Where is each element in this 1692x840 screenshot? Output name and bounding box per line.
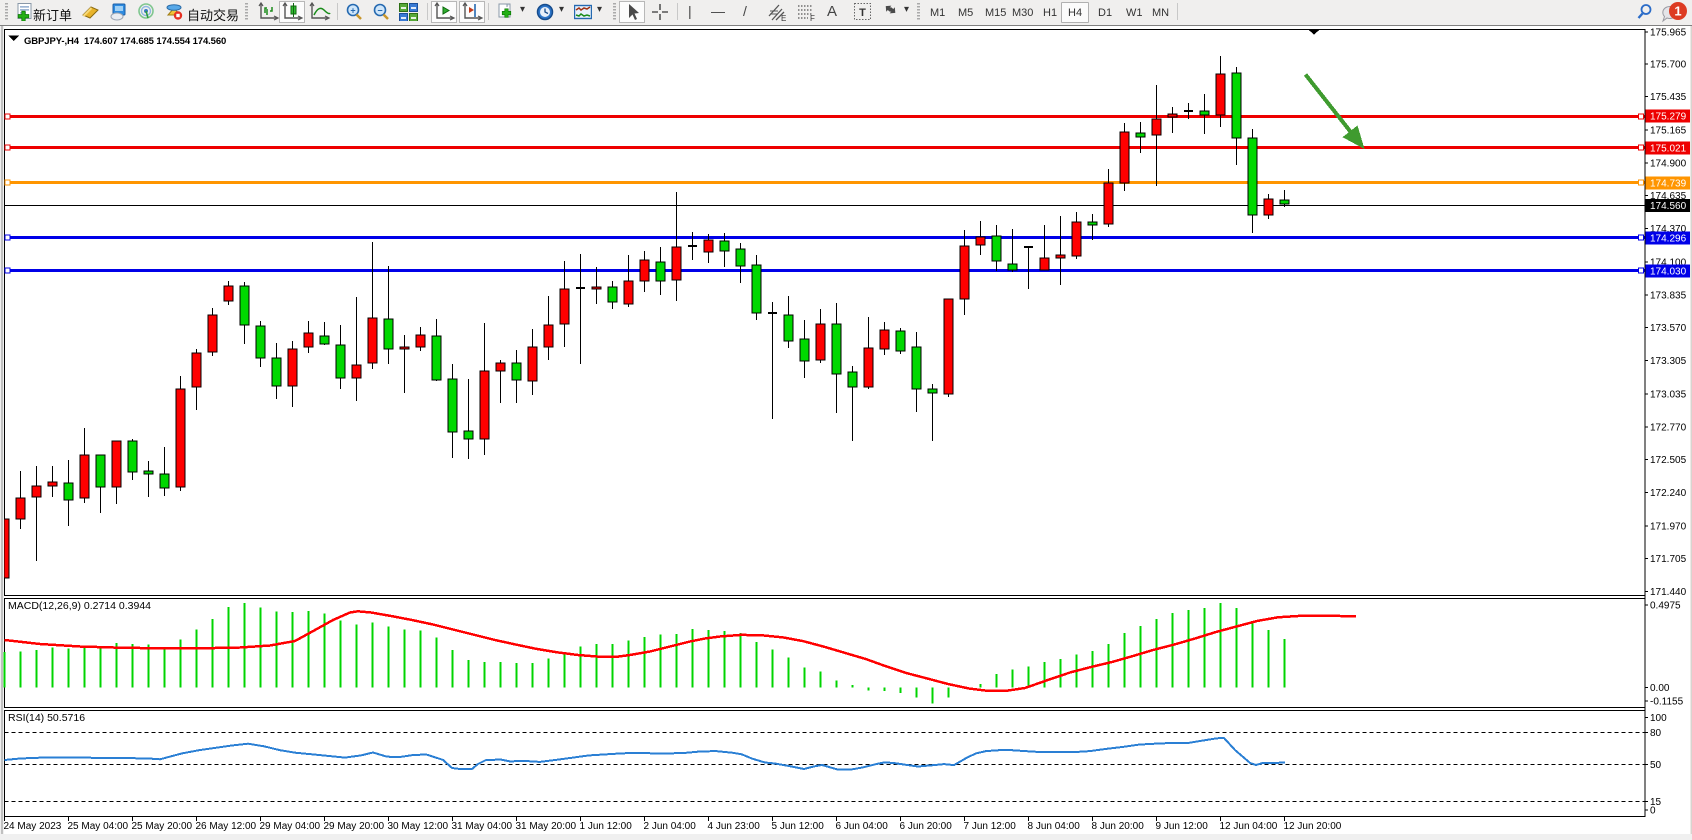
svg-text:25 May 20:00: 25 May 20:00 [132,821,193,832]
svg-text:9 Jun 12:00: 9 Jun 12:00 [1156,821,1209,832]
svg-text:26 May 12:00: 26 May 12:00 [196,821,257,832]
svg-text:174.370: 174.370 [1650,224,1687,235]
svg-text:175.021: 175.021 [1650,144,1687,155]
svg-text:175.700: 175.700 [1650,59,1687,70]
svg-text:−: − [377,6,382,16]
svg-text:4 Jun 23:00: 4 Jun 23:00 [708,821,761,832]
svg-text:24 May 2023: 24 May 2023 [4,821,62,832]
svg-text:100: 100 [1650,713,1667,724]
svg-text:-0.1155: -0.1155 [1650,697,1684,708]
svg-text:1: 1 [1674,4,1681,19]
svg-text:RSI(14) 50.5716: RSI(14) 50.5716 [8,712,85,724]
svg-text:2 Jun 04:00: 2 Jun 04:00 [644,821,697,832]
svg-text:174.100: 174.100 [1650,258,1687,269]
svg-text:6 Jun 20:00: 6 Jun 20:00 [900,821,953,832]
svg-text:29 May 04:00: 29 May 04:00 [260,821,321,832]
svg-text:174.900: 174.900 [1650,158,1687,169]
svg-text:175.165: 175.165 [1650,126,1687,137]
svg-text:175.279: 175.279 [1650,112,1687,123]
svg-text:171.440: 171.440 [1650,587,1687,598]
svg-text:MACD(12,26,9) 0.2714 0.3944: MACD(12,26,9) 0.2714 0.3944 [8,600,151,612]
svg-text:171.970: 171.970 [1650,521,1687,532]
svg-text:174.635: 174.635 [1650,191,1687,202]
svg-text:E: E [781,14,786,22]
svg-text:173.305: 173.305 [1650,356,1687,367]
svg-text:15: 15 [1650,797,1662,808]
svg-text:172.505: 172.505 [1650,455,1687,466]
svg-text:7 Jun 12:00: 7 Jun 12:00 [964,821,1017,832]
svg-text:F: F [810,14,815,22]
svg-text:30 May 12:00: 30 May 12:00 [388,821,449,832]
svg-text:0.4975: 0.4975 [1650,601,1681,612]
svg-text:50: 50 [1650,760,1662,771]
svg-text:12 Jun 04:00: 12 Jun 04:00 [1220,821,1278,832]
svg-text:GBPJPY-,H4 174.607 174.685 17: GBPJPY-,H4 174.607 174.685 174.554 174.5… [24,36,226,47]
svg-text:T: T [859,7,866,19]
svg-text:6 Jun 04:00: 6 Jun 04:00 [836,821,889,832]
svg-text:173.570: 173.570 [1650,323,1687,334]
svg-text:175.965: 175.965 [1650,28,1687,39]
svg-text:0.00: 0.00 [1650,683,1670,694]
svg-text:8 Jun 20:00: 8 Jun 20:00 [1092,821,1145,832]
svg-text:0: 0 [1650,806,1656,817]
svg-text:12 Jun 20:00: 12 Jun 20:00 [1284,821,1342,832]
svg-text:29 May 20:00: 29 May 20:00 [324,821,385,832]
svg-text:1 Jun 12:00: 1 Jun 12:00 [580,821,633,832]
svg-text:172.240: 172.240 [1650,488,1687,499]
svg-text:172.770: 172.770 [1650,422,1687,433]
svg-text:25 May 04:00: 25 May 04:00 [68,821,129,832]
svg-text:5 Jun 12:00: 5 Jun 12:00 [772,821,825,832]
svg-text:174.030: 174.030 [1650,266,1687,277]
svg-text:+: + [350,6,355,16]
svg-text:175.435: 175.435 [1650,92,1687,103]
svg-text:174.296: 174.296 [1650,233,1687,244]
svg-text:173.035: 173.035 [1650,390,1687,401]
svg-text:8 Jun 04:00: 8 Jun 04:00 [1028,821,1081,832]
svg-text:174.560: 174.560 [1650,201,1687,212]
svg-text:80: 80 [1650,728,1662,739]
svg-text:171.705: 171.705 [1650,554,1687,565]
svg-text:31 May 04:00: 31 May 04:00 [452,821,513,832]
svg-text:174.739: 174.739 [1650,179,1687,190]
svg-text:31 May 20:00: 31 May 20:00 [516,821,577,832]
svg-text:173.835: 173.835 [1650,290,1687,301]
